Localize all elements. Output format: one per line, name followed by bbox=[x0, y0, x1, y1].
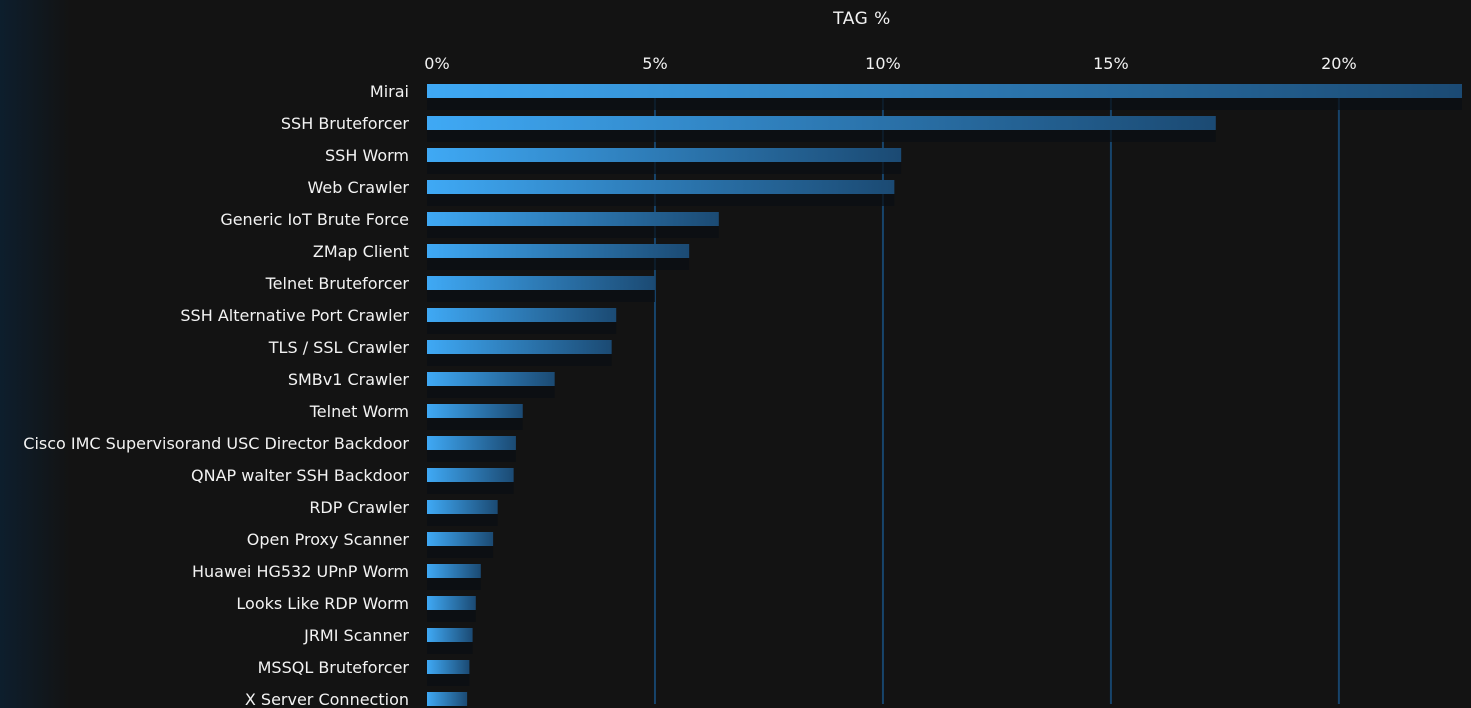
bar-shadow bbox=[427, 448, 516, 462]
bar-shadow bbox=[427, 672, 470, 686]
bar-shadow bbox=[427, 192, 895, 206]
left-edge-glow bbox=[0, 0, 70, 708]
category-label: SSH Alternative Port Crawler bbox=[180, 306, 409, 325]
category-label: Telnet Bruteforcer bbox=[265, 274, 410, 293]
category-label: SMBv1 Crawler bbox=[288, 370, 410, 389]
x-axis-ticks: 0% 5% 10% 15% 20% bbox=[424, 54, 1356, 73]
bar-shadow bbox=[427, 640, 473, 654]
category-label: Open Proxy Scanner bbox=[247, 530, 410, 549]
bar bbox=[427, 116, 1216, 130]
bar bbox=[427, 468, 514, 482]
x-tick-label: 0% bbox=[424, 54, 449, 73]
x-tick-label: 10% bbox=[865, 54, 901, 73]
bar-shadow bbox=[427, 416, 523, 430]
category-label: RDP Crawler bbox=[309, 498, 409, 517]
category-label: MSSQL Bruteforcer bbox=[258, 658, 410, 677]
bar bbox=[427, 596, 476, 610]
bar bbox=[427, 372, 555, 386]
category-label: ZMap Client bbox=[313, 242, 409, 261]
category-label: SSH Bruteforcer bbox=[281, 114, 410, 133]
bar-shadow bbox=[427, 96, 1462, 110]
bar bbox=[427, 532, 494, 546]
category-label: Mirai bbox=[370, 82, 409, 101]
bar-shadow bbox=[427, 352, 612, 366]
bar bbox=[427, 308, 617, 322]
bar bbox=[427, 564, 481, 578]
bar bbox=[427, 276, 655, 290]
bar bbox=[427, 628, 473, 642]
bar-shadow bbox=[427, 608, 476, 622]
category-label: TLS / SSL Crawler bbox=[268, 338, 410, 357]
category-label: Web Crawler bbox=[308, 178, 410, 197]
category-label: SSH Worm bbox=[325, 146, 409, 165]
category-label: Cisco IMC Supervisorand USC Director Bac… bbox=[23, 434, 409, 453]
bar-shadow bbox=[427, 160, 902, 174]
x-tick-label: 20% bbox=[1321, 54, 1357, 73]
category-label: X Server Connection bbox=[245, 690, 409, 708]
category-label: Huawei HG532 UPnP Worm bbox=[192, 562, 409, 581]
bar-shadow bbox=[427, 224, 719, 238]
bar bbox=[427, 436, 516, 450]
bar-shadow bbox=[427, 480, 514, 494]
x-tick-label: 15% bbox=[1093, 54, 1129, 73]
bar bbox=[427, 244, 690, 258]
chart-title: TAG % bbox=[832, 9, 891, 29]
bar bbox=[427, 692, 468, 706]
bar-shadow bbox=[427, 288, 655, 302]
bar-shadow bbox=[427, 576, 481, 590]
bar-shadow bbox=[427, 384, 555, 398]
category-labels: Mirai SSH Bruteforcer SSH Worm Web Crawler G… bbox=[23, 82, 409, 708]
bar bbox=[427, 180, 895, 194]
category-label: QNAP walter SSH Backdoor bbox=[191, 466, 409, 485]
x-tick-label: 5% bbox=[642, 54, 667, 73]
bar bbox=[427, 500, 498, 514]
category-label: Looks Like RDP Worm bbox=[236, 594, 409, 613]
category-label: JRMI Scanner bbox=[303, 626, 409, 645]
bars bbox=[427, 84, 1462, 708]
bar bbox=[427, 340, 612, 354]
category-label: Telnet Worm bbox=[309, 402, 409, 421]
bar-shadow bbox=[427, 256, 690, 270]
bar-shadow bbox=[427, 544, 494, 558]
bar bbox=[427, 84, 1462, 98]
bar-shadow bbox=[427, 320, 617, 334]
bar bbox=[427, 404, 523, 418]
category-label: Generic IoT Brute Force bbox=[220, 210, 409, 229]
bar bbox=[427, 148, 902, 162]
bar-shadow bbox=[427, 512, 498, 526]
bar-shadow bbox=[427, 128, 1216, 142]
bar bbox=[427, 660, 470, 674]
bar bbox=[427, 212, 719, 226]
